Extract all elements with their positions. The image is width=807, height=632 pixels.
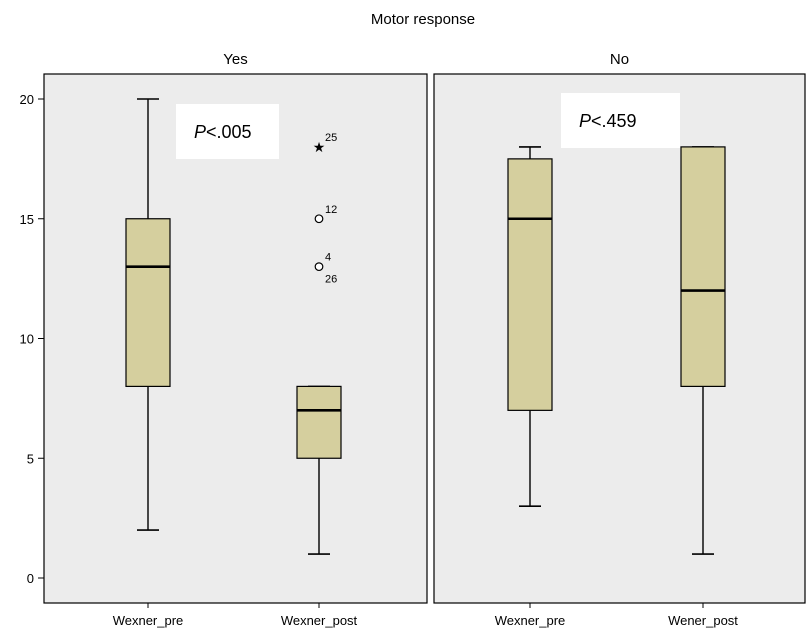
x-tick-label: Wexner_pre [495,613,566,628]
box-iqr [507,158,553,411]
panel-title: No [610,51,629,68]
outlier-point [314,214,324,224]
box-iqr [125,218,171,387]
p-value-box [176,104,279,159]
x-tick-label: Wener_post [668,613,738,628]
y-axis: 0 5 10 15 20 [20,92,44,586]
box-iqr [296,385,342,459]
chart-title: Motor response [371,11,475,28]
box-iqr [680,146,726,387]
box-wexner-pre: Wexner_pre [495,146,566,628]
box-wexner-pre: Wexner_pre [113,98,184,628]
outlier-label: 4 [325,252,331,264]
x-tick-label: Wexner_post [281,613,358,628]
y-tick-label: 0 [27,571,34,586]
p-value-box [561,93,680,148]
outlier-star: ★ [313,139,326,155]
outlier-point [314,262,324,272]
outlier-label: 25 [325,132,337,144]
p-value-label: P<.005 [194,122,252,142]
outlier-label: 12 [325,204,337,216]
panel-no: No P<.459 Wexner_pre Wener_post [433,51,806,628]
box-wener-post: Wener_post [668,146,738,628]
p-value-label: P<.459 [579,111,637,131]
y-tick-label: 5 [27,451,34,466]
x-tick-label: Wexner_pre [113,613,184,628]
y-tick-label: 15 [20,212,34,227]
box-wexner-post: ★25 12 4 26 Wexner_post [281,132,358,628]
y-tick-label: 20 [20,92,34,107]
y-tick-label: 10 [20,332,34,347]
outlier-label: 26 [325,274,337,286]
panel-title: Yes [223,51,247,68]
panel-background [433,73,806,604]
panel-yes: Yes P<.005 Wexner_pre ★25 12 4 26 Wexner_post [43,51,428,628]
panel-background [43,73,428,604]
